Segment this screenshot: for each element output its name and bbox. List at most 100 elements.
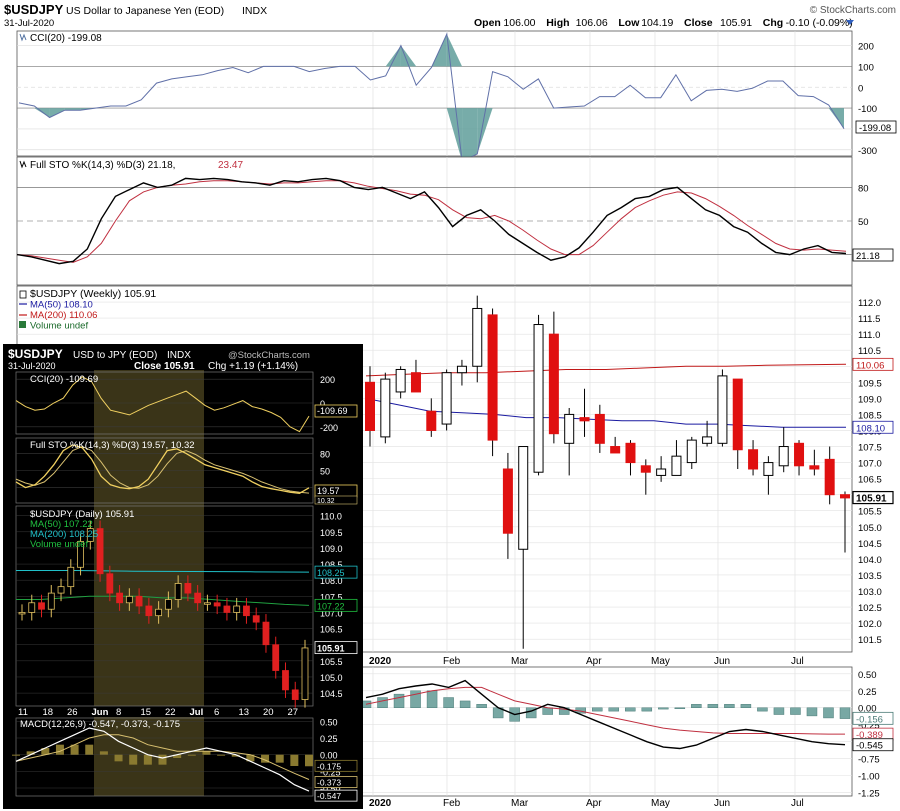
price-candle (365, 366, 375, 447)
inset-x-label: 15 (141, 707, 152, 718)
sto-k-line (16, 177, 847, 265)
cci-fill-area (446, 108, 463, 162)
cci-panel (16, 30, 853, 157)
inset-macd-histogram-bar (261, 754, 270, 763)
inset-candle-body (145, 605, 153, 617)
inset-candle-body (116, 592, 123, 604)
candle-body (594, 413, 605, 444)
inset-sto-tick: 50 (320, 467, 330, 477)
inset-candle-body (243, 605, 250, 617)
inset-price-tick: 109.0 (320, 544, 343, 554)
inset-price-tick: 104.5 (320, 689, 343, 699)
macd-histogram-bar (591, 707, 603, 712)
inset-x-label: 22 (165, 707, 176, 718)
macd-tick-label: -1.00 (858, 772, 880, 783)
inset-x-label: 18 (43, 707, 54, 718)
price-x-label: Jul (791, 656, 804, 667)
candle-body (640, 465, 651, 473)
inset-highlight-band (94, 370, 204, 706)
macd-histogram-bar (542, 707, 553, 715)
inset-candle (291, 681, 299, 708)
price-candle (794, 440, 805, 476)
price-tick-label: 102.0 (858, 619, 882, 630)
inset-macd-histogram-bar (217, 754, 226, 756)
candle-body (441, 372, 452, 425)
macd-value-2: -0.545 (856, 741, 883, 752)
inset-macd-histogram-bar (143, 754, 152, 765)
inset-candle (262, 614, 270, 653)
macd-histogram-bar (790, 707, 801, 715)
inset-candle-body (233, 605, 241, 613)
price-candle (778, 427, 789, 473)
inset-x-label: 11 (18, 707, 28, 718)
price-tick-label: 105.0 (858, 523, 882, 534)
inset-candle-body (204, 602, 211, 605)
macd-histogram-bar (426, 690, 438, 708)
cci-tick-label: 200 (858, 42, 874, 53)
inset-price-label-2: 105.91 (317, 644, 345, 654)
price-candle (548, 311, 559, 444)
inset-candle (184, 575, 192, 602)
cci-last-value: -199.08 (859, 123, 891, 134)
price-candle (472, 295, 483, 383)
inset-sto-tick: 80 (320, 449, 330, 459)
inset-candle (282, 662, 289, 698)
cci-tick-label: 0 (858, 83, 863, 94)
candle-body (487, 314, 498, 441)
inset-x-label: 20 (263, 707, 274, 718)
inset-price-legend-0: $USDJPY (Daily) 105.91 (30, 509, 134, 520)
candle-body (456, 365, 467, 374)
inset-candle-body (262, 621, 270, 646)
candle-body (809, 465, 820, 470)
inset-candle-body (18, 612, 26, 615)
inset-price-label-box (314, 598, 358, 612)
candle-body (625, 442, 636, 464)
price-candle (533, 314, 544, 476)
price-tick-label: 105.5 (858, 507, 882, 518)
sto-last-value: 21.18 (856, 251, 880, 262)
price-tick-label: 101.5 (858, 635, 882, 646)
cci-fill-area (385, 45, 401, 67)
cci-tick-label: -300 (858, 146, 877, 157)
candle-body (579, 417, 590, 422)
macd-histogram-bar (608, 707, 620, 712)
cci-fill-area (64, 108, 81, 111)
candle-body (671, 455, 682, 476)
ma50-value: 108.10 (856, 423, 885, 434)
macd-histogram-bar (773, 707, 785, 715)
inset-symbol: $USDJPY (8, 347, 63, 361)
inset-candle (213, 594, 221, 615)
inset-sto-k-line (15, 444, 310, 494)
inset-macd-histogram-bar (41, 748, 50, 755)
macd-histogram-bar (625, 707, 636, 712)
cci-legend: CCI(20) -199.08 (30, 33, 102, 44)
macd-histogram-bar (740, 704, 752, 708)
price-candle (824, 446, 835, 505)
inset-macd-label-box (314, 776, 358, 788)
inset-macd-histogram-bar (55, 744, 64, 755)
inset-candle-body (86, 528, 94, 542)
volume-legend-icon (19, 321, 26, 328)
inset-sto-d-box (314, 495, 358, 505)
macd-histogram-bar (724, 704, 735, 708)
price-tick-label: 108.5 (858, 410, 882, 421)
inset-candle (57, 578, 65, 602)
candle-body (395, 368, 406, 393)
price-candle (717, 369, 728, 447)
inset-macd-histogram-bar (187, 754, 196, 756)
macd-value-0-box (852, 711, 894, 725)
candle-body (778, 446, 789, 467)
inset-price-legend-1: MA(50) 107.22 (30, 519, 93, 530)
inset-candle (204, 594, 211, 611)
inset-macd-histogram-bar (114, 754, 123, 762)
price-x-label: Jun (714, 656, 730, 667)
inset-candle-body (67, 566, 75, 588)
macd-tick-label: 0.00 (858, 704, 877, 715)
inset-exchange: INDX (167, 350, 191, 361)
inset-price-tick: 107.5 (320, 592, 343, 602)
inset-daily-chart: $USDJPY USD to JPY (EOD) INDX @StockCharts.… (3, 344, 363, 809)
ohlc-value-close: 105.91 (720, 17, 752, 29)
cci-last-value-box (855, 120, 897, 134)
